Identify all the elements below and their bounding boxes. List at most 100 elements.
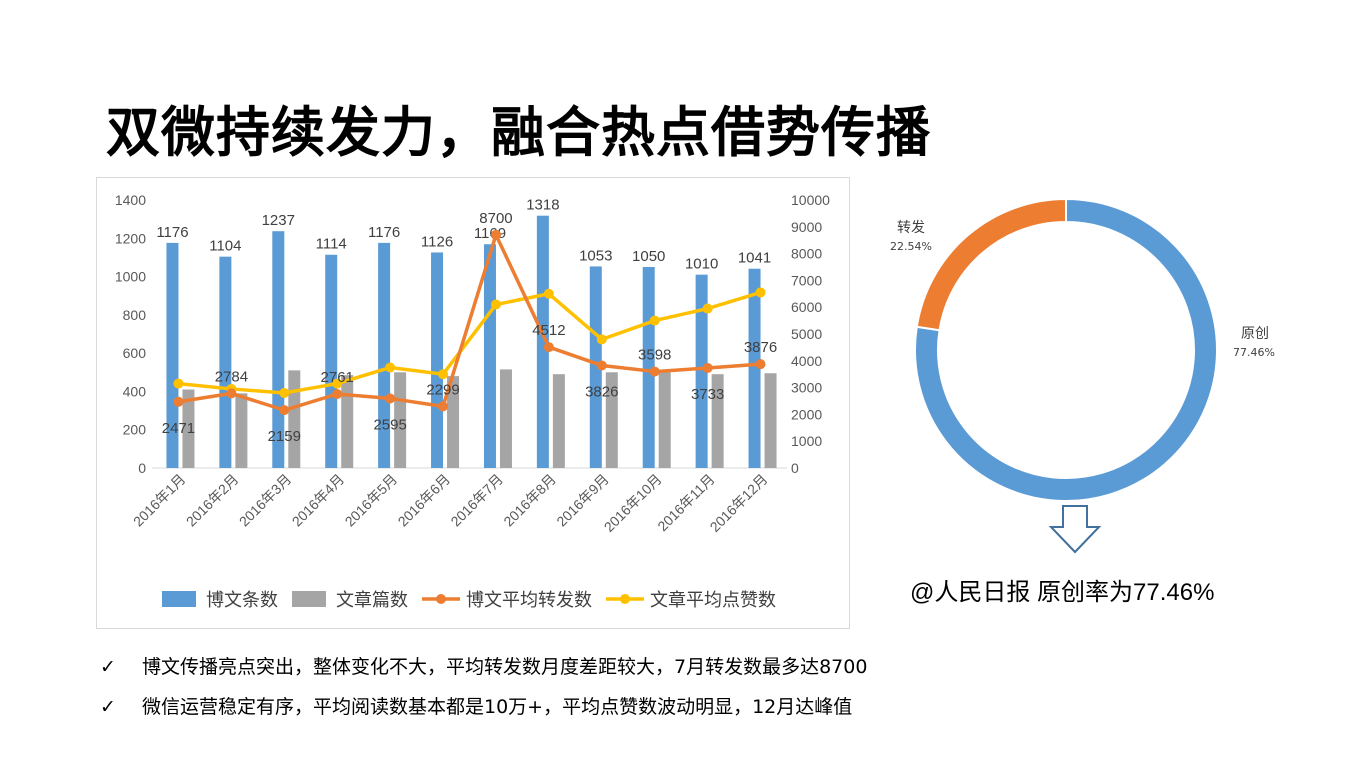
legend-item-: 文章篇数 <box>292 590 408 611</box>
line-point-3 <box>332 389 343 400</box>
bar--6 <box>483 244 496 468</box>
line-point-1 <box>226 388 237 399</box>
line-point-3 <box>332 378 343 389</box>
bar-data-label: 1114 <box>316 236 347 253</box>
bar--8 <box>605 372 618 468</box>
donut-slice-0 <box>914 197 1218 502</box>
legend-item-: 博文平均转发数 <box>422 590 592 611</box>
right-axis-tick-label: 0 <box>791 460 799 476</box>
bar--10 <box>695 274 708 468</box>
line-point-8 <box>596 334 607 345</box>
bar-data-label: 1050 <box>632 248 665 265</box>
line-point-11 <box>755 287 766 298</box>
bar--1 <box>235 393 248 468</box>
x-axis-tick-label: 2016年3月 <box>236 471 295 530</box>
bullet-text: 博文传播亮点突出，整体变化不大，平均转发数月度差距较大，7月转发数最多达8700 <box>142 656 868 678</box>
bar--11 <box>764 373 777 468</box>
line-data-label: 3826 <box>585 383 618 400</box>
line-point-5 <box>438 401 449 412</box>
x-axis-tick-label: 2016年5月 <box>342 471 401 530</box>
bar--7 <box>536 215 549 468</box>
x-axis-tick-label: 2016年12月 <box>707 471 771 535</box>
line-point-0 <box>173 378 184 389</box>
bar-data-label: 1104 <box>209 238 241 255</box>
combo-chart: 0 200 400 600 800 1000 1200 1400 0 1000 2000 3000 40… <box>96 177 850 629</box>
bar--7 <box>552 374 565 468</box>
line-data-label: 2595 <box>373 416 406 433</box>
line-point-8 <box>596 360 607 371</box>
line-point-6 <box>490 299 501 310</box>
bullet-text: 微信运营稳定有序，平均阅读数基本都是10万+，平均点赞数波动明显，12月达峰值 <box>142 696 853 718</box>
legend-label: 文章篇数 <box>336 590 408 611</box>
line-data-label: 2784 <box>215 368 248 385</box>
left-axis-tick-label: 400 <box>123 383 147 399</box>
bar--3 <box>341 375 354 468</box>
legend-item-: 博文条数 <box>162 590 278 611</box>
slice-name-label: 原创 <box>1241 326 1269 342</box>
line-point-4 <box>385 393 396 404</box>
right-axis-tick-label: 9000 <box>791 219 822 235</box>
line- <box>178 290 762 395</box>
legend-item-: 文章平均点赞数 <box>606 590 776 611</box>
line-data-label: 3598 <box>638 347 671 364</box>
bar--4 <box>394 372 407 468</box>
slice-name-label: 转发 <box>897 220 925 236</box>
left-axis-tick-label: 1000 <box>115 269 146 285</box>
bar-data-label: 1053 <box>579 247 612 264</box>
line-data-label: 8700 <box>479 210 512 227</box>
legend-label: 博文平均转发数 <box>466 590 592 611</box>
x-axis-tick-label: 2016年1月 <box>130 471 189 530</box>
original-rate-caption: @人民日报 原创率为77.46% <box>910 579 1215 606</box>
right-axis-tick-label: 8000 <box>791 246 822 262</box>
right-axis-tick-label: 6000 <box>791 299 822 315</box>
right-axis-tick-label: 10000 <box>791 192 830 208</box>
line-data-label: 2299 <box>426 381 459 398</box>
line-data-label: 3733 <box>691 386 724 403</box>
legend-swatch-point <box>436 594 446 604</box>
bar--0 <box>182 389 195 468</box>
bar-data-label: 1237 <box>262 212 295 229</box>
x-axis-tick-label: 2016年7月 <box>447 471 506 530</box>
line-point-11 <box>755 359 766 370</box>
bar-data-label: 1176 <box>368 224 400 241</box>
bar--4 <box>378 242 391 468</box>
right-axis-tick-label: 5000 <box>791 326 822 342</box>
bar-data-label: 1169 <box>474 225 506 242</box>
left-axis-tick-label: 600 <box>123 345 147 361</box>
line-point-9 <box>649 315 660 326</box>
combo-chart-svg: 0 200 400 600 800 1000 1200 1400 0 1000 2000 3000 40… <box>115 192 830 611</box>
bar-data-label: 1176 <box>156 224 188 241</box>
line-point-2 <box>279 387 290 398</box>
line-data-label: 3876 <box>744 339 777 356</box>
x-axis-tick-label: 2016年8月 <box>500 471 559 530</box>
left-axis-tick-label: 1400 <box>115 192 146 208</box>
down-outline-arrow-icon <box>1048 505 1102 554</box>
page-title: 双微持续发力，融合热点借势传播 <box>106 101 931 164</box>
line-point-2 <box>279 405 290 416</box>
donut-chart-svg: 原创 77.46% 转发 22.54% <box>890 197 1275 502</box>
bar--8 <box>589 266 602 468</box>
legend-label: 文章平均点赞数 <box>650 590 776 611</box>
bar--9 <box>658 372 671 468</box>
slice-percent-label: 22.54% <box>890 240 932 253</box>
line-point-4 <box>385 362 396 373</box>
line-data-label: 2761 <box>321 369 354 386</box>
right-axis-tick-label: 4000 <box>791 353 822 369</box>
x-axis-tick-label: 2016年2月 <box>183 471 242 530</box>
bar--5 <box>447 376 460 468</box>
x-axis-tick-label: 2016年10月 <box>601 471 665 535</box>
x-axis-tick-label: 2016年4月 <box>289 471 348 530</box>
line-point-6 <box>490 229 501 240</box>
left-axis-tick-label: 200 <box>123 422 147 438</box>
bar-data-label: 1126 <box>421 233 453 250</box>
line-point-5 <box>438 369 449 380</box>
bullet-item-weibo: ✓ 博文传播亮点突出，整体变化不大，平均转发数月度差距较大，7月转发数最多达870… <box>100 652 867 679</box>
bar--3 <box>325 254 338 468</box>
legend-label: 博文条数 <box>206 590 278 611</box>
right-axis-tick-label: 7000 <box>791 272 822 288</box>
line- <box>178 233 761 412</box>
bar-data-label: 1010 <box>685 256 718 273</box>
bar--10 <box>711 374 724 468</box>
bar-data-label: 1041 <box>738 250 771 267</box>
bullet-item-wechat: ✓ 微信运营稳定有序，平均阅读数基本都是10万+，平均点赞数波动明显，12月达峰值 <box>100 692 852 719</box>
